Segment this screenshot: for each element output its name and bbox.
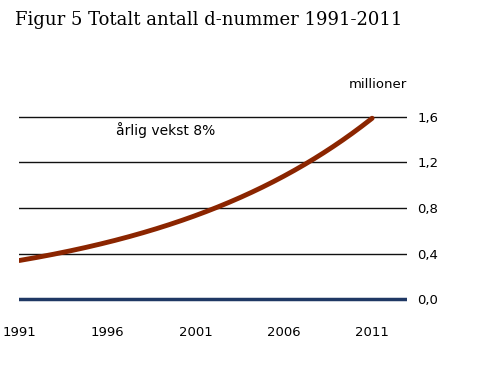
Text: Figur 5 Totalt antall d-nummer 1991-2011: Figur 5 Totalt antall d-nummer 1991-2011	[15, 11, 401, 29]
Text: millioner: millioner	[348, 78, 407, 91]
Text: årlig vekst 8%: årlig vekst 8%	[116, 122, 215, 138]
